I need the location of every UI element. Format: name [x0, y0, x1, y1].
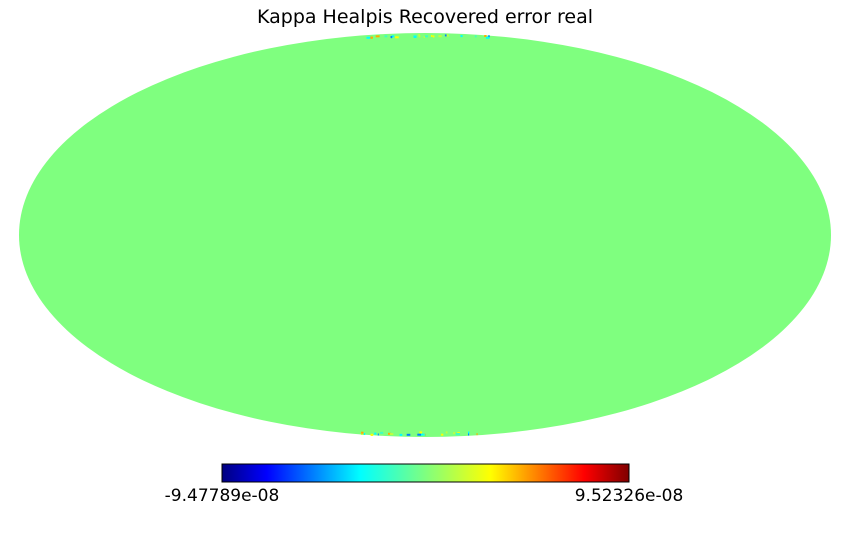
pole-artifact-speck	[370, 36, 373, 39]
pole-artifact-speck	[366, 36, 371, 39]
pole-artifact-speck	[423, 35, 426, 38]
pole-artifact-speck	[485, 36, 490, 39]
pole-artifact-speck	[418, 35, 421, 38]
pole-artifact-speck	[447, 34, 449, 37]
pole-artifact-speck	[419, 431, 423, 434]
pole-artifact-speck	[453, 432, 455, 435]
pole-artifact-speck	[424, 35, 428, 38]
pole-artifact-speck	[460, 35, 463, 38]
pole-artifact-speck	[421, 433, 425, 436]
pole-artifact-speck	[370, 433, 373, 436]
pole-artifact-speck	[456, 433, 460, 435]
pole-artifact-speck	[380, 431, 384, 434]
pole-artifact-speck	[363, 433, 366, 435]
pole-artifact-speck	[432, 35, 435, 38]
pole-artifact-speck	[395, 36, 399, 39]
pole-artifact-speck	[484, 35, 487, 37]
colorbar-max-label: 9.52326e-08	[575, 486, 684, 506]
pole-artifact-speck	[375, 35, 380, 38]
pole-artifact-speck	[488, 35, 490, 38]
pole-artifact-speck	[391, 35, 395, 38]
pole-artifact-speck	[389, 433, 394, 436]
pole-artifact-speck	[441, 433, 444, 436]
pole-artifact-speck	[360, 432, 364, 435]
pole-artifact-speck	[413, 34, 417, 37]
pole-artifact-speck	[476, 433, 478, 436]
pole-artifact-speck	[377, 433, 379, 436]
pole-artifact-speck	[390, 36, 393, 39]
pole-artifact-speck	[431, 35, 433, 37]
pole-artifact-speck	[413, 36, 417, 38]
colorbar	[221, 463, 630, 483]
pole-artifact-speck	[388, 432, 392, 435]
pole-artifact-speck	[406, 433, 411, 436]
mollweide-sky-map	[19, 33, 831, 437]
pole-artifact-speck	[423, 433, 426, 436]
pole-artifact-speck	[417, 433, 422, 436]
pole-artifact-speck	[468, 433, 470, 436]
pole-artifact-speck	[399, 433, 403, 436]
pole-artifact-speck	[474, 35, 477, 38]
pole-artifact-speck	[438, 35, 442, 38]
pole-artifact-speck	[384, 35, 388, 38]
pole-artifact-speck	[444, 34, 447, 37]
colorbar-min-label: -9.47789e-08	[165, 486, 280, 506]
pole-artifacts	[360, 34, 490, 436]
pole-artifact-speck	[445, 34, 448, 37]
pole-artifact-speck	[374, 432, 377, 435]
pole-artifact-speck	[468, 431, 470, 434]
pole-artifact-speck	[361, 431, 364, 434]
chart-title: Kappa Healpis Recovered error real	[257, 6, 593, 28]
pole-artifact-speck	[445, 431, 448, 434]
